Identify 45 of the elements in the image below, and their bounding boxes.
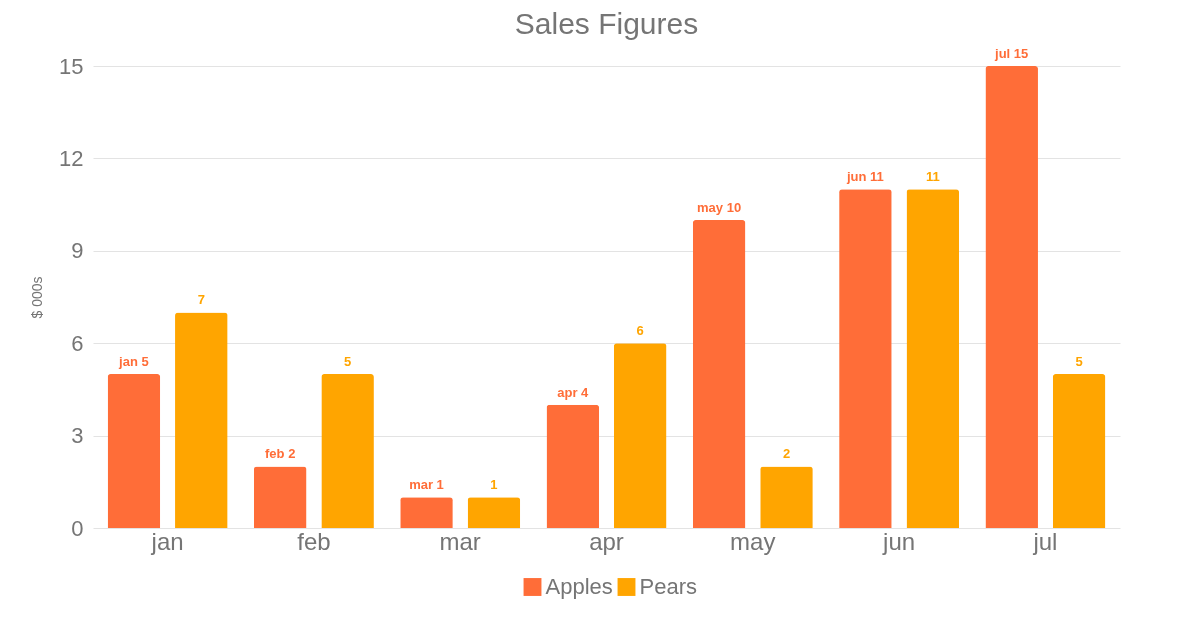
bar — [175, 312, 228, 528]
bar — [692, 220, 746, 528]
bar — [760, 466, 813, 528]
bar — [107, 374, 161, 528]
bar — [839, 189, 892, 528]
y-tick-label: 9 — [71, 238, 84, 264]
bar — [1052, 374, 1106, 528]
data-label: may 10 — [697, 200, 742, 215]
legend-label: Apples — [545, 574, 613, 599]
data-label: 2 — [782, 446, 791, 462]
y-axis-title: $ 000s — [29, 276, 46, 319]
data-label: mar 1 — [409, 477, 444, 493]
data-label: jul 15 — [994, 46, 1029, 61]
data-label: 5 — [1075, 354, 1083, 369]
y-tick-label: 6 — [71, 330, 84, 356]
bar — [253, 466, 307, 528]
y-tick-label: 0 — [71, 515, 84, 541]
y-tick-label: 3 — [71, 423, 84, 449]
bar — [985, 66, 1038, 528]
data-label: 5 — [343, 354, 352, 369]
x-tick-label: mar — [439, 527, 481, 555]
bar — [906, 189, 960, 528]
bar — [467, 497, 521, 528]
x-tick-label: feb — [297, 527, 331, 555]
x-tick-label: jan — [150, 527, 184, 555]
y-tick-label: 15 — [59, 53, 84, 79]
legend-label: Pears — [639, 574, 697, 599]
data-label: 7 — [197, 292, 205, 308]
bar — [613, 343, 667, 528]
data-label: 1 — [490, 477, 498, 493]
x-tick-label: jul — [1032, 527, 1058, 555]
data-label: feb 2 — [265, 446, 296, 462]
x-tick-label: apr — [589, 527, 624, 555]
data-label: apr 4 — [557, 384, 590, 400]
y-tick-label: 12 — [59, 145, 84, 171]
x-tick-label: may — [730, 527, 776, 555]
x-tick-label: jun — [882, 527, 916, 555]
bar — [546, 404, 600, 528]
bar — [321, 374, 374, 528]
data-label: jun 11 — [845, 169, 884, 185]
data-label: jan 5 — [118, 354, 149, 369]
data-label: 6 — [636, 323, 644, 339]
chart-title: Sales Figures — [514, 7, 699, 40]
data-label: 11 — [925, 169, 940, 185]
bar — [400, 497, 453, 528]
